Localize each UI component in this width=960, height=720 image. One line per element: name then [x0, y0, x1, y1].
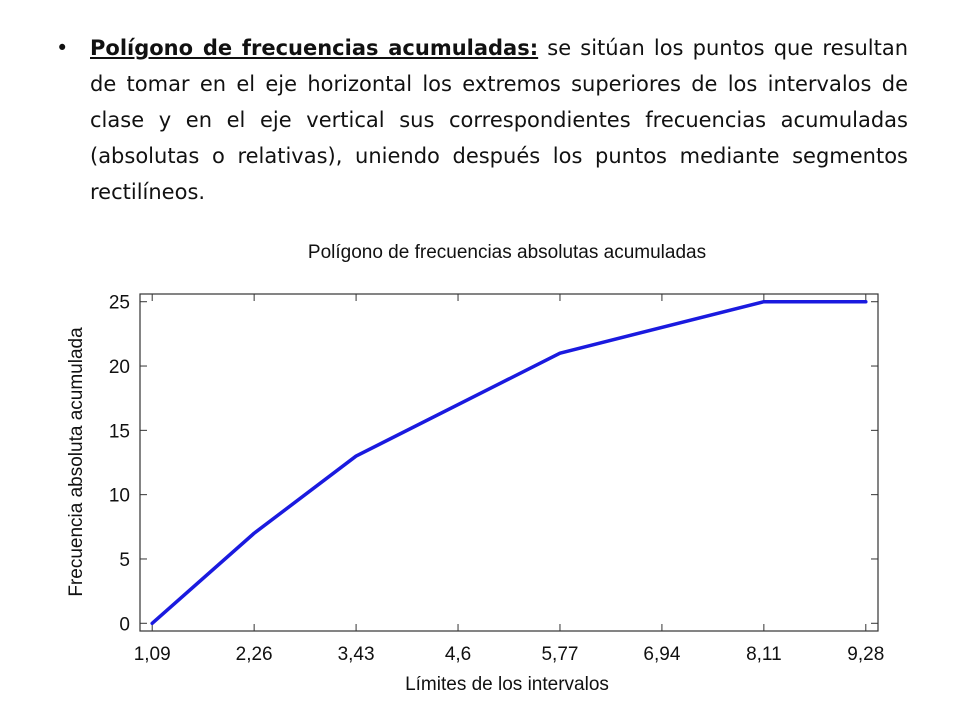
- plot-frame: [139, 293, 879, 632]
- bullet-marker: •: [56, 36, 69, 60]
- x-tick-label: 4,6: [445, 644, 471, 665]
- description-paragraph: Polígono de frecuencias acumuladas: se s…: [90, 30, 908, 210]
- y-axis-label: Frecuencia absoluta acumulada: [66, 327, 87, 597]
- term-heading: Polígono de frecuencias acumuladas:: [90, 36, 539, 60]
- y-tick-label: 20: [109, 357, 130, 378]
- description-body: se sitúan los puntos que resultan de tom…: [90, 36, 909, 204]
- x-tick-label: 2,26: [236, 644, 273, 665]
- x-tick-label: 6,94: [643, 644, 680, 665]
- y-tick-label: 0: [119, 614, 130, 635]
- y-tick-label: 15: [109, 421, 130, 442]
- x-axis-label: Límites de los intervalos: [405, 674, 609, 695]
- x-tick-label: 5,77: [541, 644, 578, 665]
- y-axis-ticks: 0 5 10 15 20 25: [109, 293, 878, 635]
- description-text-block: • Polígono de frecuencias acumuladas: se…: [56, 30, 908, 210]
- x-tick-label: 3,43: [338, 644, 375, 665]
- x-axis-ticks: 1,09 2,26 3,43 4,6 5,77 6,94 8,11 9,28: [134, 294, 884, 665]
- x-tick-label: 8,11: [746, 644, 782, 665]
- y-tick-label: 10: [109, 486, 130, 507]
- y-tick-label: 25: [109, 293, 130, 314]
- x-tick-label: 9,28: [847, 644, 884, 665]
- chart-title: Polígono de frecuencias absolutas acumul…: [308, 242, 706, 263]
- series-layer: [150, 299, 868, 626]
- series-line: [150, 299, 868, 626]
- y-tick-label: 5: [119, 550, 130, 571]
- x-tick-label: 1,09: [134, 644, 171, 665]
